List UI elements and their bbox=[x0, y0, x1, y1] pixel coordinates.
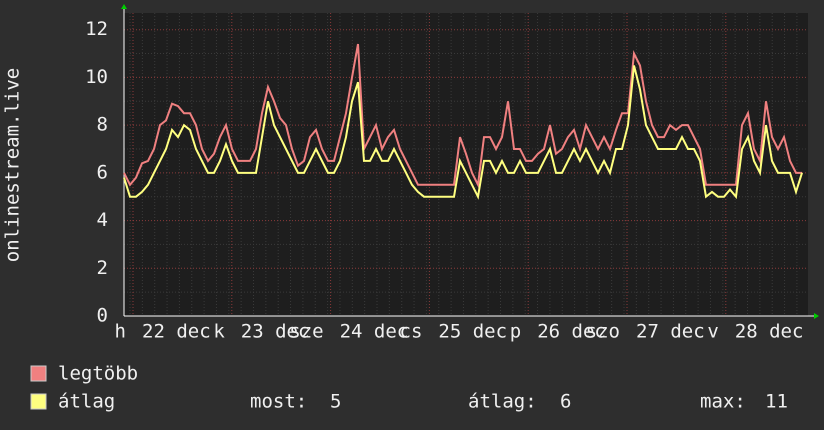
axis-arrow bbox=[814, 313, 819, 319]
series-line bbox=[123, 43, 802, 189]
legend-swatch bbox=[30, 365, 47, 382]
stat-label: most: bbox=[250, 391, 307, 413]
x-tick-label: p bbox=[510, 321, 521, 343]
y-tick-label: 8 bbox=[97, 114, 108, 136]
stat-value: 6 bbox=[560, 391, 571, 413]
x-tick-label: sze bbox=[289, 321, 323, 343]
y-tick-label: 4 bbox=[97, 209, 108, 231]
plot-area bbox=[124, 13, 808, 316]
legend-label: legtöbb bbox=[58, 363, 138, 385]
x-tick-label: 25 dec bbox=[438, 321, 507, 343]
y-tick-label: 10 bbox=[85, 66, 108, 88]
x-tick-label: 27 dec bbox=[636, 321, 705, 343]
x-tick-label: 26 dec bbox=[537, 321, 606, 343]
legend-label: átlag bbox=[58, 391, 115, 413]
x-tick-label: cs bbox=[400, 321, 423, 343]
y-tick-label: 12 bbox=[85, 18, 108, 40]
y-tick-label: 0 bbox=[97, 305, 108, 327]
y-axis-label: onlinestream.live bbox=[2, 68, 24, 262]
stat-value: 5 bbox=[330, 391, 341, 413]
x-tick-label: 28 dec bbox=[735, 321, 804, 343]
x-tick-label: k bbox=[213, 321, 225, 343]
x-tick-label: szo bbox=[586, 321, 620, 343]
x-tick-label: v bbox=[707, 321, 718, 343]
x-tick-label: h bbox=[115, 321, 126, 343]
y-tick-label: 2 bbox=[97, 257, 108, 279]
stat-value: 11 bbox=[765, 391, 788, 413]
legend-swatch bbox=[30, 393, 47, 410]
y-tick-label: 6 bbox=[97, 161, 108, 183]
x-tick-label: 22 dec bbox=[142, 321, 211, 343]
x-tick-label: 23 dec bbox=[241, 321, 310, 343]
x-tick-label: 24 dec bbox=[340, 321, 409, 343]
axis-arrow bbox=[121, 4, 127, 9]
stat-label: max: bbox=[700, 391, 746, 413]
stat-label: átlag: bbox=[468, 391, 537, 413]
series-line bbox=[123, 65, 803, 200]
